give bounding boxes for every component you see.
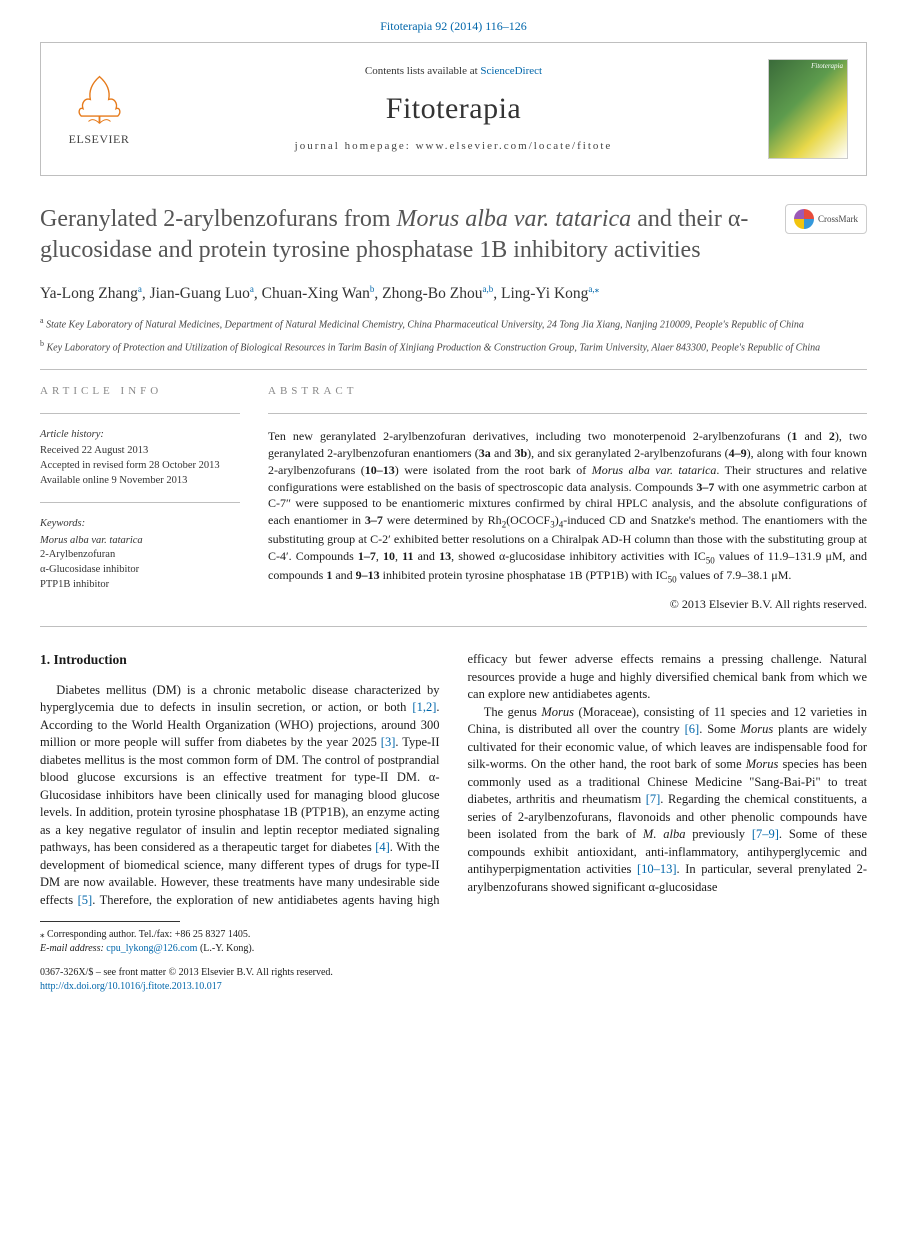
banner-center: Contents lists available at ScienceDirec… <box>139 64 768 154</box>
keywords-text: Morus alba var. tatarica2-Arylbenzofuran… <box>40 534 240 593</box>
divider <box>40 369 867 370</box>
journal-banner: ELSEVIER Contents lists available at Sci… <box>40 42 867 176</box>
section-heading: 1. Introduction <box>40 651 440 670</box>
doi-link[interactable]: http://dx.doi.org/10.1016/j.fitote.2013.… <box>40 980 867 994</box>
publisher-logo-block: ELSEVIER <box>59 72 139 147</box>
ref-link[interactable]: [7] <box>646 792 661 806</box>
divider <box>40 626 867 627</box>
homepage-line: journal homepage: www.elsevier.com/locat… <box>139 139 768 154</box>
issn-line: 0367-326X/$ – see front matter © 2013 El… <box>40 966 867 980</box>
author-list: Ya-Long Zhanga, Jian-Guang Luoa, Chuan-X… <box>40 283 867 305</box>
divider <box>40 413 240 414</box>
abstract-text: Ten new geranylated 2-arylbenzofuran der… <box>268 428 867 586</box>
article-info-column: ARTICLE INFO Article history: Received 2… <box>40 384 240 612</box>
body-text: 1. Introduction Diabetes mellitus (DM) i… <box>40 651 867 909</box>
crossmark-icon <box>794 209 814 229</box>
homepage-url[interactable]: www.elsevier.com/locate/fitote <box>416 140 613 152</box>
article-title: Geranylated 2-arylbenzofurans from Morus… <box>40 204 765 266</box>
email-link[interactable]: cpu_lykong@126.com <box>106 943 197 954</box>
email-line: E-mail address: cpu_lykong@126.com (L.-Y… <box>40 942 867 956</box>
page-footer: ⁎ Corresponding author. Tel./fax: +86 25… <box>0 909 907 1018</box>
footnote-rule <box>40 921 180 922</box>
crossmark-badge[interactable]: CrossMark <box>785 204 867 234</box>
history-heading: Article history: <box>40 428 240 442</box>
sciencedirect-link[interactable]: ScienceDirect <box>480 65 542 77</box>
abstract-column: ABSTRACT Ten new geranylated 2-arylbenzo… <box>268 384 867 612</box>
affiliation-b: b Key Laboratory of Protection and Utili… <box>40 338 867 355</box>
journal-name: Fitoterapia <box>139 89 768 130</box>
abstract-label: ABSTRACT <box>268 384 867 399</box>
abstract-copyright: © 2013 Elsevier B.V. All rights reserved… <box>268 596 867 612</box>
corresponding-author: ⁎ Corresponding author. Tel./fax: +86 25… <box>40 928 867 942</box>
affiliation-a: a State Key Laboratory of Natural Medici… <box>40 315 867 332</box>
contents-line: Contents lists available at ScienceDirec… <box>139 64 768 79</box>
ref-link[interactable]: [10–13] <box>637 862 677 876</box>
divider <box>40 502 240 503</box>
article-info-label: ARTICLE INFO <box>40 384 240 399</box>
ref-link[interactable]: [6] <box>685 722 700 736</box>
running-head: Fitoterapia 92 (2014) 116–126 <box>0 0 907 42</box>
ref-link[interactable]: [5] <box>78 893 93 907</box>
citation: Fitoterapia 92 (2014) 116–126 <box>380 19 527 33</box>
ref-link[interactable]: [1,2] <box>412 700 436 714</box>
divider <box>268 413 867 414</box>
ref-link[interactable]: [7–9] <box>752 827 779 841</box>
ref-link[interactable]: [4] <box>375 840 390 854</box>
ref-link[interactable]: [3] <box>381 735 396 749</box>
publisher-name: ELSEVIER <box>69 131 130 147</box>
journal-cover-thumb: Fitoterapia <box>768 59 848 159</box>
elsevier-tree-icon <box>72 72 127 127</box>
keywords-heading: Keywords: <box>40 517 240 531</box>
history-text: Received 22 August 2013Accepted in revis… <box>40 444 240 488</box>
body-paragraph: The genus Morus (Moraceae), consisting o… <box>468 704 868 897</box>
